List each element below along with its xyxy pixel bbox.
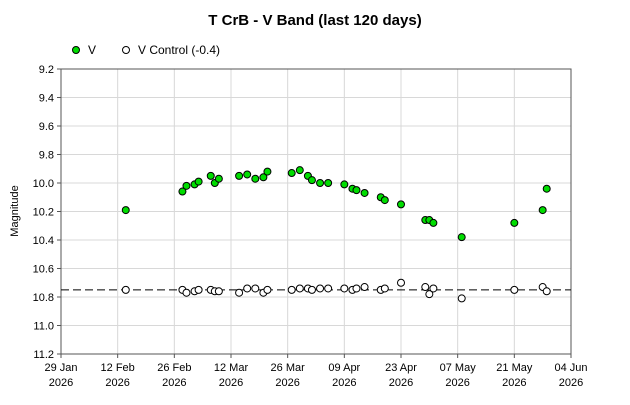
legend-marker-v bbox=[72, 46, 80, 54]
control-data-point bbox=[295, 284, 304, 293]
control-data-point bbox=[316, 284, 325, 293]
x-tick-year: 2026 bbox=[219, 377, 243, 389]
x-tick-year: 2026 bbox=[275, 377, 299, 389]
v-data-point bbox=[251, 174, 260, 183]
v-data-point bbox=[542, 184, 551, 193]
control-data-point bbox=[380, 284, 389, 293]
x-tick-year: 2026 bbox=[332, 377, 356, 389]
v-data-point bbox=[263, 167, 272, 176]
control-data-point bbox=[214, 287, 223, 296]
control-data-point bbox=[510, 285, 519, 294]
v-data-point bbox=[352, 186, 361, 195]
control-data-point bbox=[542, 287, 551, 296]
v-data-point bbox=[307, 176, 316, 185]
y-axis-title: Magnitude bbox=[9, 185, 21, 236]
x-tick-label: 21 May bbox=[496, 362, 533, 374]
x-tick-year: 2026 bbox=[49, 377, 73, 389]
x-axis: 29 Jan 2026 12 Feb 2026 26 Feb 2026 12 Mar 2026… bbox=[44, 354, 588, 389]
control-data-point bbox=[425, 290, 434, 299]
y-tick-label: 10.4 bbox=[33, 235, 54, 247]
x-tick-year: 2026 bbox=[502, 377, 526, 389]
v-data-point bbox=[538, 206, 547, 215]
v-data-point bbox=[510, 218, 519, 227]
control-data-point bbox=[182, 288, 191, 297]
control-data-point bbox=[251, 284, 260, 293]
control-data-point bbox=[352, 284, 361, 293]
x-tick-label: 26 Mar bbox=[271, 362, 306, 374]
control-data-point bbox=[340, 284, 349, 293]
y-axis: 9.2 9.4 9.6 9.8 10.0 10.2 10.4 10.6 10.8 11.0 11.2 bbox=[33, 64, 61, 361]
control-data-point bbox=[235, 288, 244, 297]
v-data-point bbox=[194, 177, 203, 186]
control-data-point bbox=[243, 284, 252, 293]
y-tick-label: 10.6 bbox=[33, 264, 54, 276]
x-tick-year: 2026 bbox=[162, 377, 186, 389]
v-data-point bbox=[214, 174, 223, 183]
x-tick-label: 09 Apr bbox=[328, 362, 360, 374]
x-tick-label: 04 Jun bbox=[554, 362, 587, 374]
control-data-point bbox=[324, 284, 333, 293]
x-tick-year: 2026 bbox=[389, 377, 413, 389]
x-tick-label: 29 Jan bbox=[44, 362, 77, 374]
y-tick-label: 9.4 bbox=[39, 93, 54, 105]
y-tick-label: 9.8 bbox=[39, 150, 54, 162]
y-tick-label: 9.2 bbox=[39, 64, 54, 76]
v-data-point bbox=[429, 218, 438, 227]
x-tick-label: 07 May bbox=[440, 362, 477, 374]
v-data-point bbox=[380, 196, 389, 205]
v-data-point bbox=[360, 188, 369, 197]
v-data-point bbox=[178, 187, 187, 196]
x-tick-label: 23 Apr bbox=[385, 362, 417, 374]
v-data-point bbox=[397, 200, 405, 209]
chart-title: T CrB - V Band (last 120 days) bbox=[208, 12, 421, 29]
v-data-point bbox=[182, 181, 191, 190]
control-data-point bbox=[307, 285, 316, 294]
v-data-point bbox=[340, 180, 349, 189]
y-tick-label: 10.2 bbox=[33, 207, 54, 219]
v-data-point bbox=[121, 206, 130, 215]
v-data-point bbox=[243, 170, 252, 179]
control-data-point bbox=[421, 283, 430, 292]
x-tick-year: 2026 bbox=[105, 377, 129, 389]
x-tick-label: 26 Feb bbox=[157, 362, 191, 374]
v-data-point bbox=[316, 179, 325, 187]
control-data-point bbox=[194, 285, 203, 294]
legend-label-v-control: V Control (-0.4) bbox=[138, 43, 220, 57]
control-data-point bbox=[360, 283, 369, 292]
gridlines bbox=[60, 68, 572, 355]
x-tick-label: 12 Mar bbox=[214, 362, 249, 374]
v-data-point bbox=[295, 166, 304, 175]
v-data-point bbox=[287, 169, 296, 178]
y-tick-label: 11.0 bbox=[33, 321, 54, 333]
x-tick-year: 2026 bbox=[559, 377, 583, 389]
legend-marker-v-control bbox=[122, 46, 130, 54]
y-tick-label: 9.6 bbox=[39, 121, 54, 133]
control-data-point bbox=[287, 285, 296, 294]
x-tick-year: 2026 bbox=[445, 377, 469, 389]
v-data-point bbox=[457, 233, 466, 242]
v-data-point bbox=[235, 171, 244, 180]
control-data-point bbox=[457, 294, 466, 303]
v-data-point bbox=[324, 179, 333, 187]
control-data-point bbox=[429, 284, 438, 293]
v-data-point bbox=[259, 173, 268, 182]
v-data-point bbox=[206, 171, 215, 180]
y-tick-label: 10.0 bbox=[33, 178, 54, 190]
control-data-point bbox=[263, 285, 272, 294]
legend: V V Control (-0.4) bbox=[72, 43, 220, 57]
control-data-point bbox=[397, 278, 405, 287]
legend-label-v: V bbox=[88, 43, 96, 57]
y-tick-label: 10.8 bbox=[33, 292, 54, 304]
control-data-point bbox=[121, 285, 130, 294]
y-tick-label: 11.2 bbox=[33, 349, 54, 361]
data-points bbox=[121, 166, 551, 303]
x-tick-label: 12 Feb bbox=[101, 362, 135, 374]
